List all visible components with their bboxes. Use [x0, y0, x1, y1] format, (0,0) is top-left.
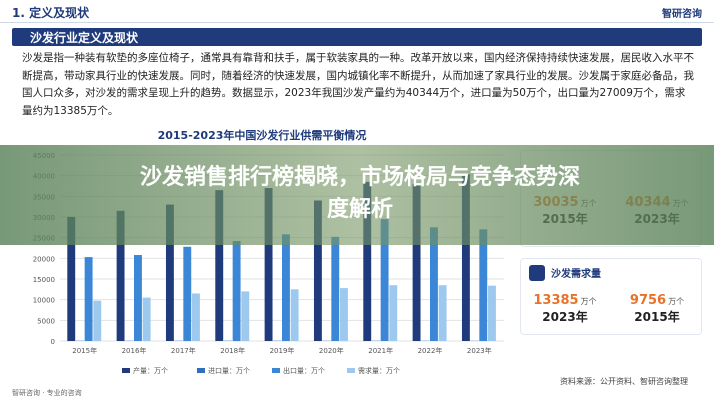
y-tick-label: 10000 — [33, 297, 55, 305]
bar — [461, 174, 470, 341]
y-tick-label: 20000 — [33, 255, 55, 263]
bar — [116, 210, 125, 341]
paragraph: 沙发是指一种装有软垫的多座位椅子，通常具有靠背和扶手，属于软装家具的一种。改革开… — [22, 52, 694, 117]
legend-swatch — [272, 368, 280, 373]
overlay-line: 沙发销售排行榜揭晓，市场格局与竞争态势深 — [139, 165, 580, 190]
bar — [264, 188, 273, 341]
bar — [93, 300, 102, 341]
bar — [331, 236, 340, 341]
footer-left: 智研咨询 · 专业的咨询 — [12, 389, 82, 397]
x-tick-label: 2021年 — [368, 346, 393, 355]
bar — [142, 297, 151, 341]
logo: 智研咨询 — [662, 9, 702, 20]
y-tick-label: 15000 — [33, 276, 55, 284]
x-tick-label: 2022年 — [418, 346, 443, 355]
bar — [165, 204, 174, 341]
card-val: 13385 — [533, 293, 579, 308]
bar — [363, 181, 372, 341]
x-tick-label: 2018年 — [220, 346, 245, 355]
banner-title: 沙发行业定义及现状 — [30, 31, 139, 45]
card-yr: 2015年 — [634, 310, 680, 324]
x-tick-label: 2019年 — [270, 346, 295, 355]
bar — [282, 234, 290, 341]
legend-label: 产量：万个 — [133, 366, 168, 375]
legend-swatch — [197, 368, 205, 373]
card-val: 9756 — [629, 293, 667, 308]
bar — [215, 190, 224, 341]
source: 资料来源：公开资料、智研咨询整理 — [560, 377, 688, 386]
card-item: 9756 万个 2015年 — [617, 289, 697, 325]
bar — [313, 200, 322, 341]
bar — [232, 240, 241, 341]
bar — [340, 288, 348, 341]
bar — [389, 285, 398, 341]
banner-bg — [12, 28, 702, 46]
bar — [134, 255, 142, 341]
legend-label: 出口量：万个 — [283, 366, 325, 375]
bar — [488, 285, 496, 341]
bar — [241, 291, 250, 341]
legend-swatch — [347, 368, 355, 373]
bar — [430, 227, 438, 341]
y-tick-label: 5000 — [37, 317, 55, 325]
card-line: 13385 万个 — [525, 289, 605, 308]
card-item: 13385 万个 2023年 — [525, 289, 605, 325]
chart-title: 2015-2023年中国沙发行业供需平衡情况 — [158, 128, 367, 142]
bar — [380, 219, 389, 341]
bar — [438, 285, 447, 341]
x-tick-label: 2016年 — [122, 346, 147, 355]
overlay-title: 沙发销售排行榜揭晓，市场格局与竞争态势深 度解析 — [80, 162, 640, 226]
card-yr: 2023年 — [542, 310, 588, 324]
bar — [290, 289, 299, 341]
bar — [183, 246, 192, 341]
x-tick-label: 2020年 — [319, 346, 344, 355]
bar — [84, 257, 93, 341]
bar — [479, 229, 488, 341]
card-line: 9756 万个 — [617, 289, 697, 308]
card-unit: 万个 — [580, 297, 597, 306]
bar — [412, 183, 421, 341]
x-tick-label: 2015年 — [72, 346, 97, 355]
legend-label: 进口量：万个 — [208, 367, 250, 375]
icon — [529, 265, 545, 281]
legend-swatch — [122, 368, 130, 373]
y-tick-label: 0 — [51, 338, 55, 346]
section-title: 1. 定义及现状 — [12, 6, 90, 20]
bar — [192, 293, 200, 341]
x-tick-label: 2017年 — [171, 346, 196, 355]
card-unit: 万个 — [668, 297, 685, 306]
overlay-line: 度解析 — [326, 197, 393, 222]
card-title: 沙发需求量 — [551, 269, 601, 280]
divider — [0, 22, 714, 23]
bar — [67, 216, 76, 341]
x-tick-label: 2023年 — [467, 346, 492, 355]
legend-label: 需求量：万个 — [358, 366, 400, 375]
card: 沙发需求量 13385 万个 2023年 9756 万个 2015年 — [520, 258, 702, 335]
overlay-band — [0, 145, 714, 245]
